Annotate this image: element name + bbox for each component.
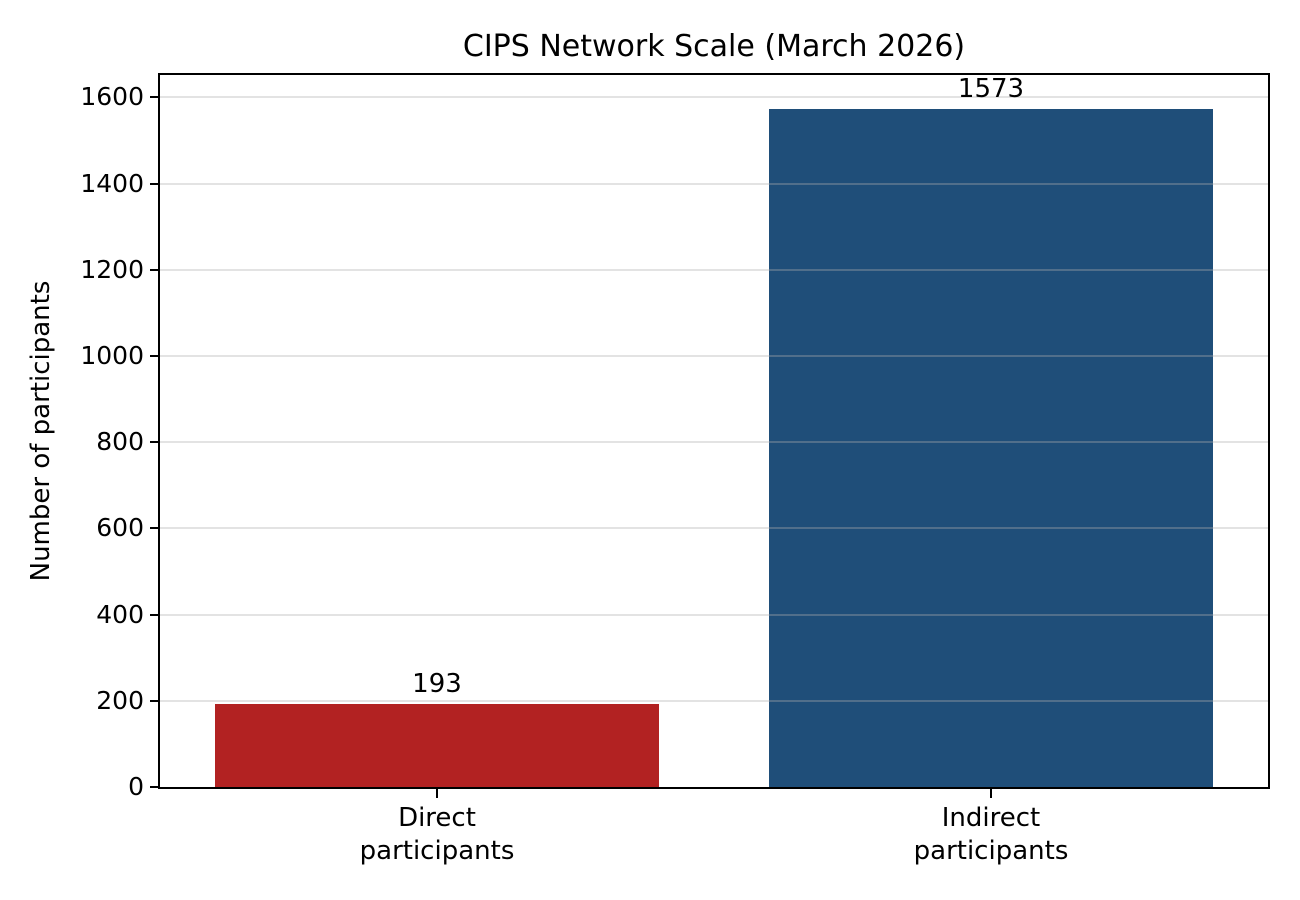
bar-direct [215,703,659,787]
y-tick-label: 200 [96,685,144,715]
y-tick-label: 1600 [80,82,144,112]
x-tick-mark [990,789,992,798]
y-tick-label: 400 [96,599,144,629]
y-tick-label: 0 [128,772,144,801]
bar-value-label: 193 [412,668,462,699]
y-tick-mark [150,613,158,616]
y-tick-label: 1400 [80,168,144,198]
y-tick-mark [150,441,158,444]
y-tick-mark [150,355,158,357]
x-tick-label-line: participants [913,836,1069,866]
bar-indirect [769,109,1213,787]
x-tick-label-indirect: Indirect participants [914,802,1069,868]
y-tick-mark [150,182,158,185]
y-tick-mark [150,699,158,702]
y-tick-mark [150,527,158,530]
y-tick-label: 800 [96,427,144,457]
y-tick-label: 1000 [80,341,144,370]
y-tick-label: 600 [96,513,144,543]
y-tick-label: 1200 [80,254,144,284]
x-tick-label-direct: Direct participants [360,802,515,868]
x-tick-label-line: Indirect [941,803,1041,833]
x-tick-label-line: Direct [398,803,476,833]
chart-title: CIPS Network Scale (March 2026) [462,29,966,64]
y-tick-mark [150,786,158,788]
gridline-y-1600 [160,96,1268,99]
y-tick-mark [150,96,158,99]
x-tick-label-line: participants [359,836,515,866]
y-tick-mark [150,268,158,271]
bar-value-label: 1573 [957,74,1025,105]
x-tick-mark [436,789,438,798]
plot-area: 193 1573 [158,73,1270,789]
